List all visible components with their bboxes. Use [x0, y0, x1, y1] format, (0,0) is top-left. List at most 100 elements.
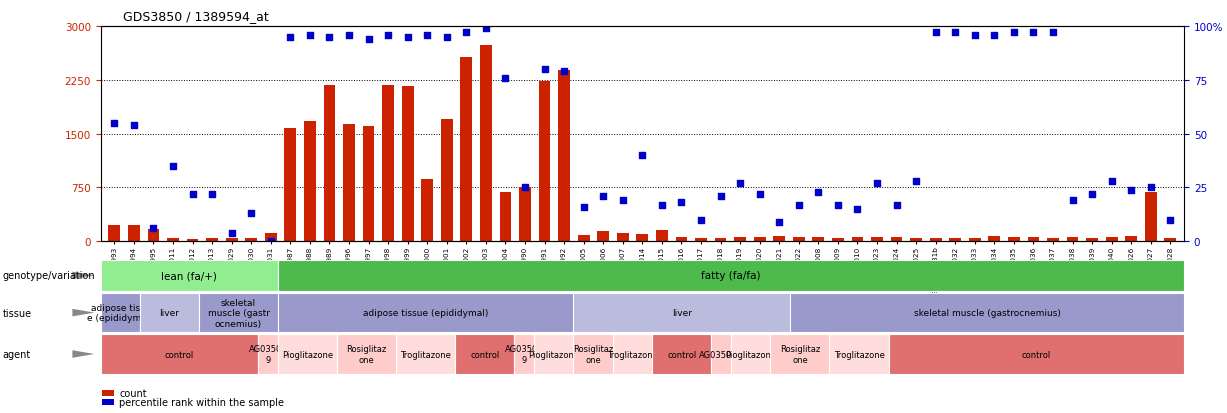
Point: [222, 230, 242, 236]
Bar: [187, 240, 199, 242]
Bar: [102, 390, 114, 396]
Bar: [519, 188, 531, 242]
Point: [535, 66, 555, 73]
Bar: [206, 239, 218, 242]
Bar: [440, 120, 453, 242]
Point: [652, 202, 671, 209]
Text: GDS3850 / 1389594_at: GDS3850 / 1389594_at: [123, 10, 269, 23]
Bar: [167, 238, 179, 242]
Point: [750, 191, 769, 198]
Point: [261, 238, 281, 245]
Bar: [989, 237, 1000, 242]
Text: Troglitazone: Troglitazone: [400, 350, 452, 358]
Point: [907, 178, 926, 185]
Bar: [421, 179, 433, 242]
Text: percentile rank within the sample: percentile rank within the sample: [119, 397, 283, 407]
Point: [594, 193, 614, 200]
Point: [1063, 197, 1082, 204]
Bar: [480, 45, 492, 242]
Bar: [265, 233, 276, 242]
Text: agent: agent: [2, 349, 31, 359]
Bar: [676, 237, 687, 242]
Point: [417, 32, 437, 39]
Point: [730, 180, 750, 187]
Text: liver: liver: [671, 309, 692, 317]
Point: [398, 34, 417, 41]
Bar: [1145, 193, 1157, 242]
Text: skeletal muscle (gastrocnemius): skeletal muscle (gastrocnemius): [914, 309, 1060, 317]
Point: [1102, 178, 1121, 185]
Polygon shape: [72, 272, 94, 280]
Bar: [128, 225, 140, 242]
Bar: [401, 87, 413, 242]
Polygon shape: [72, 309, 94, 317]
Bar: [558, 71, 571, 242]
Text: genotype/variation: genotype/variation: [2, 271, 94, 281]
Text: AG03502
9: AG03502 9: [504, 344, 544, 364]
Text: control: control: [164, 350, 194, 358]
Point: [301, 32, 320, 39]
Bar: [812, 237, 825, 242]
Point: [691, 217, 710, 223]
Point: [614, 197, 633, 204]
Bar: [656, 231, 667, 242]
Point: [104, 120, 124, 127]
Point: [867, 180, 887, 187]
Point: [202, 191, 222, 198]
Point: [964, 32, 984, 39]
Text: Pioglitazone: Pioglitazone: [282, 350, 333, 358]
Text: skeletal
muscle (gastr
ocnemius): skeletal muscle (gastr ocnemius): [207, 298, 270, 328]
Text: AG03502
9: AG03502 9: [249, 344, 287, 364]
Text: adipose tissu
e (epididymal): adipose tissu e (epididymal): [87, 303, 153, 323]
Bar: [871, 237, 883, 242]
Point: [319, 34, 339, 41]
Bar: [1027, 237, 1039, 242]
Bar: [108, 226, 120, 242]
Polygon shape: [72, 350, 94, 358]
Bar: [363, 127, 374, 242]
Bar: [1125, 237, 1137, 242]
Bar: [773, 237, 785, 242]
Text: control: control: [1022, 350, 1052, 358]
Text: Troglitazone: Troglitazone: [833, 350, 885, 358]
Point: [848, 206, 867, 213]
Point: [163, 163, 183, 170]
Point: [555, 69, 574, 75]
Point: [1043, 30, 1063, 37]
Bar: [617, 233, 628, 242]
Point: [926, 30, 946, 37]
Bar: [285, 128, 296, 242]
Point: [671, 199, 691, 206]
Point: [633, 152, 653, 159]
Bar: [969, 238, 980, 242]
Bar: [102, 399, 114, 405]
Bar: [696, 238, 707, 242]
Text: liver: liver: [160, 309, 179, 317]
Point: [358, 36, 378, 43]
Point: [789, 202, 809, 209]
Point: [769, 219, 789, 225]
Text: lean (fa/+): lean (fa/+): [161, 271, 217, 281]
Text: tissue: tissue: [2, 308, 32, 318]
Point: [1023, 30, 1043, 37]
Bar: [910, 238, 921, 242]
Point: [339, 32, 358, 39]
Bar: [460, 58, 472, 242]
Bar: [1086, 238, 1098, 242]
Bar: [499, 193, 512, 242]
Text: Pioglitazone: Pioglitazone: [528, 350, 579, 358]
Point: [1121, 187, 1141, 193]
Point: [1161, 217, 1180, 223]
Text: Rosiglitaz
one: Rosiglitaz one: [573, 344, 614, 364]
Bar: [1009, 237, 1020, 242]
Text: control: control: [470, 350, 499, 358]
Point: [574, 204, 594, 211]
Point: [710, 193, 730, 200]
Point: [828, 202, 848, 209]
Bar: [637, 235, 648, 242]
Bar: [1066, 237, 1079, 242]
Bar: [226, 239, 238, 242]
Point: [183, 191, 202, 198]
Bar: [793, 237, 805, 242]
Text: adipose tissue (epididymal): adipose tissue (epididymal): [363, 309, 488, 317]
